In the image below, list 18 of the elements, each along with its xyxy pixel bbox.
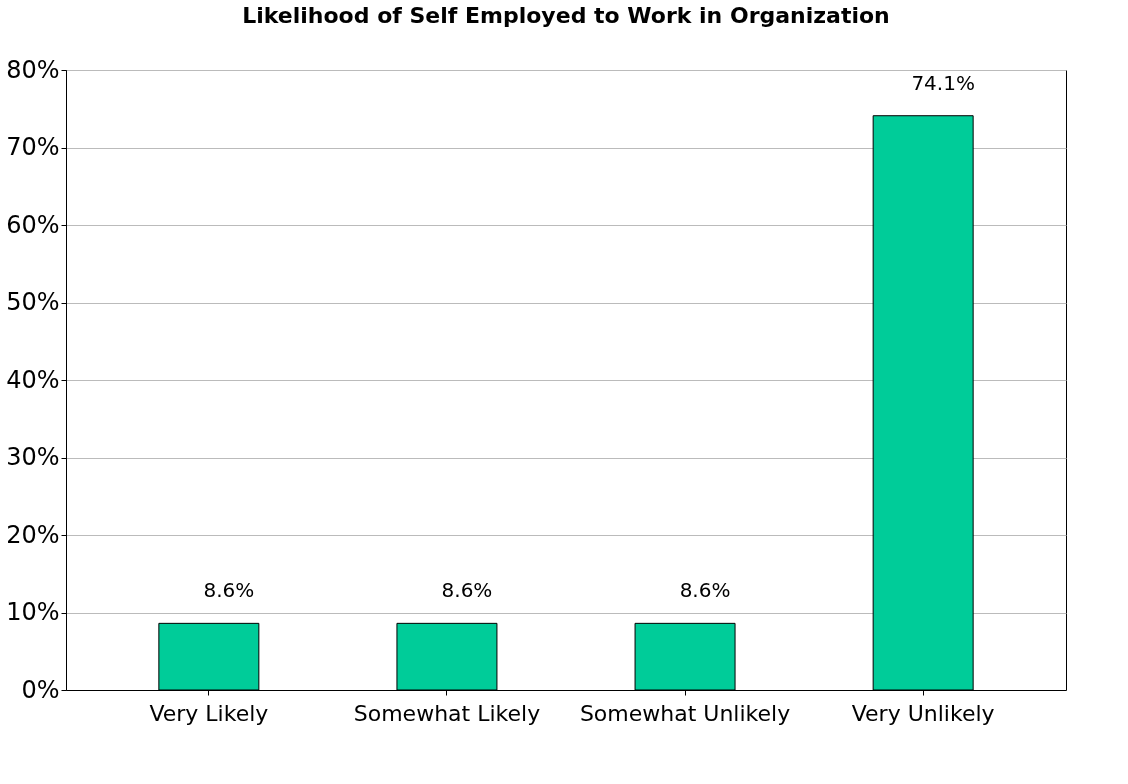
y-tick-label: 0% (21, 675, 60, 704)
x-tick-label: Somewhat Unlikely (579, 700, 791, 726)
data-label: 8.6% (203, 578, 255, 603)
y-tick-label: 70% (6, 133, 60, 161)
y-tick-label: 50% (6, 288, 60, 316)
y-tick-label: 60% (6, 210, 60, 239)
x-tick-label: Very Unlikely (851, 700, 995, 726)
data-label: 8.6% (441, 578, 493, 603)
data-label: 8.6% (679, 578, 731, 603)
y-tick-label: 20% (6, 520, 60, 549)
chart-title: Likelihood of Self Employed to Work in Organization (242, 3, 890, 28)
y-tick-label: 80% (6, 55, 60, 84)
y-tick-label: 40% (6, 365, 60, 394)
x-tick-label: Very Likely (149, 700, 269, 726)
data-label: 74.1% (911, 70, 975, 95)
x-tick-label: Somewhat Likely (353, 700, 541, 726)
y-tick-label: 30% (6, 443, 60, 471)
y-tick-label: 10% (6, 598, 60, 626)
